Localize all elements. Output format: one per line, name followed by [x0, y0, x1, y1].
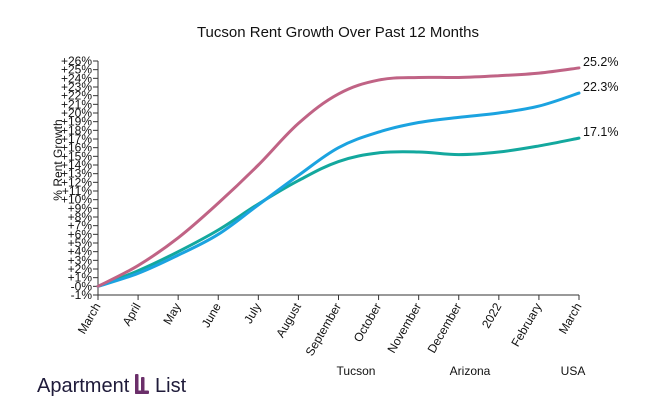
series-group — [96, 66, 581, 288]
y-tick-label: +8% — [68, 210, 93, 224]
y-tick-label: +15% — [61, 149, 92, 163]
x-tick-label: October — [351, 300, 384, 344]
brand-name-part1: Apartment — [37, 375, 130, 397]
y-tick-label: +26% — [61, 54, 92, 68]
legend-label-arizona: Arizona — [450, 364, 491, 378]
y-axis: -1%-0%+1%+2%+3%+4%+5%+6%+7%+8%+9%+10%+11… — [61, 54, 99, 302]
x-tick-label: November — [384, 301, 424, 356]
y-tick-label: +22% — [61, 89, 92, 103]
end-label-tucson: 17.1% — [583, 125, 618, 139]
y-tick-label: +20% — [61, 106, 92, 120]
x-tick-label: August — [273, 300, 304, 340]
series-line-usa — [96, 66, 581, 288]
y-tick-label: +23% — [61, 80, 92, 94]
y-tick-label: +14% — [61, 158, 92, 172]
series-line-tucson — [96, 136, 581, 288]
x-tick-label: June — [199, 300, 224, 330]
y-tick-label: +19% — [61, 115, 92, 129]
x-tick-label: April — [120, 301, 144, 329]
chart-title: Tucson Rent Growth Over Past 12 Months — [197, 24, 479, 41]
legend: Tucson Arizona USA — [337, 364, 586, 378]
x-tick-label: March — [75, 301, 104, 337]
x-tick-label: 2022 — [479, 300, 505, 330]
x-tick-label: March — [556, 301, 585, 337]
y-tick-label: +11% — [62, 184, 92, 198]
y-tick-label: +9% — [68, 201, 93, 215]
x-tick-label: September — [303, 301, 344, 359]
y-tick-label: -0% — [71, 279, 93, 293]
x-tick-label: May — [160, 301, 183, 328]
y-tick-label: +2% — [68, 262, 93, 276]
y-tick-label: +7% — [68, 219, 93, 233]
y-tick-label: +6% — [68, 227, 93, 241]
y-tick-label: +4% — [68, 245, 93, 259]
end-label-arizona: 22.3% — [583, 80, 618, 94]
x-tick-label: July — [241, 301, 264, 326]
y-tick-label: +1% — [68, 271, 93, 285]
brand-logo: Apartment List — [37, 374, 187, 397]
y-tick-label: +24% — [61, 71, 92, 85]
series-line-arizona — [96, 91, 581, 288]
y-tick-label: +16% — [61, 141, 92, 155]
y-axis-label: % Rent Growth — [51, 119, 65, 200]
y-tick-label: +21% — [61, 97, 92, 111]
legend-label-tucson: Tucson — [337, 364, 376, 378]
y-tick-label: +17% — [61, 132, 92, 146]
end-labels: 17.1% 22.3% 25.2% — [583, 55, 618, 139]
y-tick-label: +25% — [61, 63, 92, 77]
brand-mark-icon — [135, 374, 149, 394]
y-tick-label: +3% — [68, 253, 93, 267]
y-tick-label: +10% — [61, 193, 92, 207]
y-tick-label: +18% — [61, 123, 92, 137]
y-tick-label: +12% — [61, 175, 92, 189]
x-tick-label: February — [508, 301, 544, 350]
end-label-usa: 25.2% — [583, 55, 618, 69]
y-tick-label: +13% — [61, 167, 92, 181]
legend-label-usa: USA — [561, 364, 586, 378]
x-tick-label: December — [425, 301, 465, 356]
y-tick-label: +5% — [68, 236, 93, 250]
y-tick-label: -1% — [71, 288, 93, 302]
brand-name-part2: List — [155, 375, 187, 397]
